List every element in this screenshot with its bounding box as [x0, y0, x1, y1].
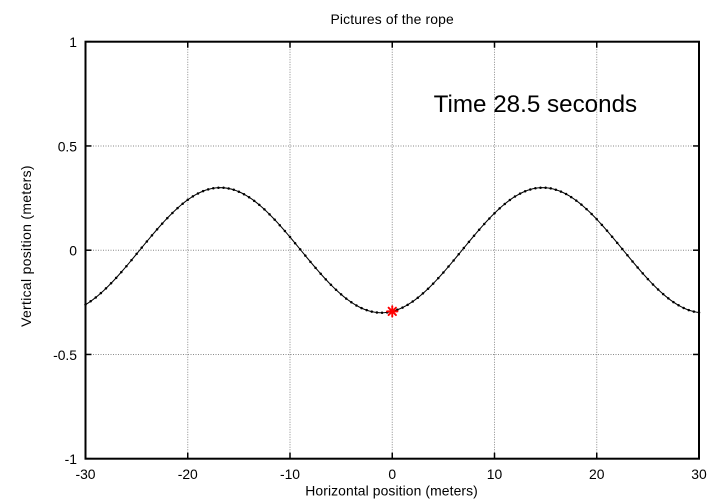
- svg-text:-10: -10: [280, 466, 300, 482]
- svg-text:0: 0: [388, 466, 396, 482]
- svg-text:0: 0: [69, 243, 77, 259]
- svg-text:Time 28.5 seconds: Time 28.5 seconds: [434, 91, 637, 118]
- svg-text:-0.5: -0.5: [53, 347, 77, 363]
- svg-text:20: 20: [589, 466, 605, 482]
- svg-text:Vertical position (meters): Vertical position (meters): [18, 165, 34, 327]
- svg-text:Horizontal position (meters): Horizontal position (meters): [305, 482, 478, 498]
- svg-text:-30: -30: [75, 466, 95, 482]
- svg-text:30: 30: [691, 466, 707, 482]
- svg-text:-20: -20: [178, 466, 198, 482]
- svg-text:0.5: 0.5: [58, 138, 78, 154]
- svg-text:10: 10: [487, 466, 503, 482]
- svg-text:1: 1: [69, 34, 77, 50]
- svg-text:Pictures of the rope: Pictures of the rope: [330, 11, 454, 27]
- svg-text:-1: -1: [65, 451, 78, 467]
